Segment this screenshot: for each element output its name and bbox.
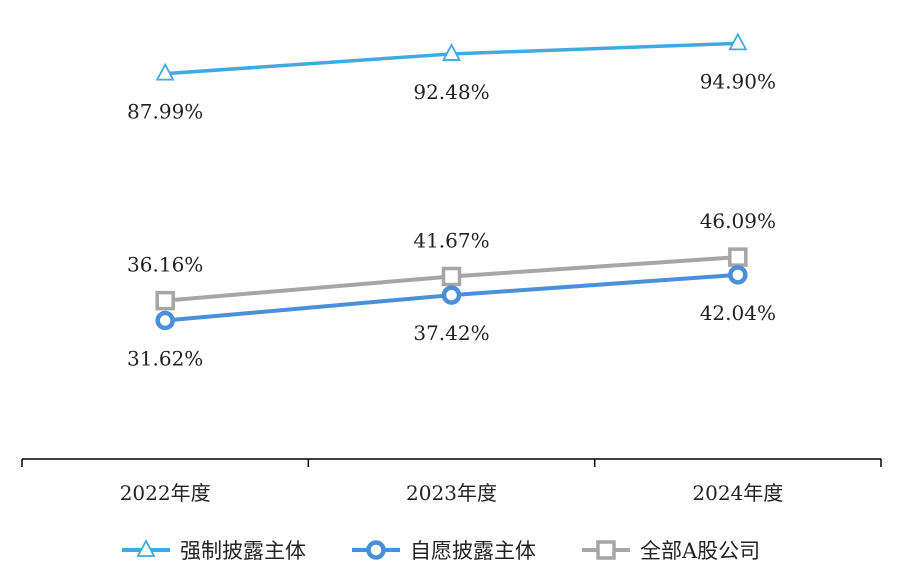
x-axis: 2022年度 2023年度 2024年度 bbox=[21, 458, 882, 505]
data-point-square bbox=[441, 266, 462, 287]
data-point-circle bbox=[728, 265, 748, 285]
data-label: 36.16% bbox=[127, 253, 203, 277]
data-point-circle bbox=[441, 285, 462, 305]
data-point-circle bbox=[155, 310, 175, 331]
legend-label: 全部A股公司 bbox=[640, 539, 760, 563]
data-label: 42.04% bbox=[700, 301, 776, 325]
legend-marker-circle-icon bbox=[366, 540, 386, 560]
legend-label: 自愿披露主体 bbox=[410, 539, 536, 563]
series-group: 36.16% 41.67% 46.09% 31.62% 37.42% 42.04% 87.9… bbox=[127, 32, 776, 371]
data-label: 94.90% bbox=[700, 69, 776, 93]
legend-label: 强制披露主体 bbox=[180, 539, 306, 563]
x-tick-label: 2024年度 bbox=[692, 481, 783, 505]
data-label: 92.48% bbox=[413, 80, 489, 104]
data-label: 87.99% bbox=[127, 100, 203, 124]
series-triangle: 87.99% 92.48% 94.90% bbox=[127, 32, 776, 124]
legend: 强制披露主体 自愿披露主体 全部A股公司 bbox=[122, 539, 760, 563]
data-point-triangle bbox=[442, 43, 461, 61]
legend-item: 强制披露主体 bbox=[122, 539, 306, 563]
x-tick-label: 2022年度 bbox=[120, 481, 211, 505]
data-label: 46.09% bbox=[700, 209, 776, 233]
legend-marker-square-icon bbox=[596, 540, 616, 560]
legend-marker-triangle-icon bbox=[136, 539, 156, 557]
series-square: 36.16% 41.67% 46.09% bbox=[127, 209, 776, 311]
legend-item: 自愿披露主体 bbox=[352, 539, 536, 563]
data-point-square bbox=[155, 290, 175, 311]
data-point-triangle bbox=[728, 32, 748, 51]
data-point-square bbox=[728, 247, 748, 267]
series-circle: 31.62% 37.42% 42.04% bbox=[127, 265, 776, 371]
legend-item: 全部A股公司 bbox=[582, 539, 760, 563]
data-label: 37.42% bbox=[413, 321, 489, 345]
data-label: 31.62% bbox=[127, 347, 203, 371]
data-point-triangle bbox=[155, 62, 175, 81]
x-tick-label: 2023年度 bbox=[406, 481, 497, 505]
data-label: 41.67% bbox=[413, 228, 489, 252]
